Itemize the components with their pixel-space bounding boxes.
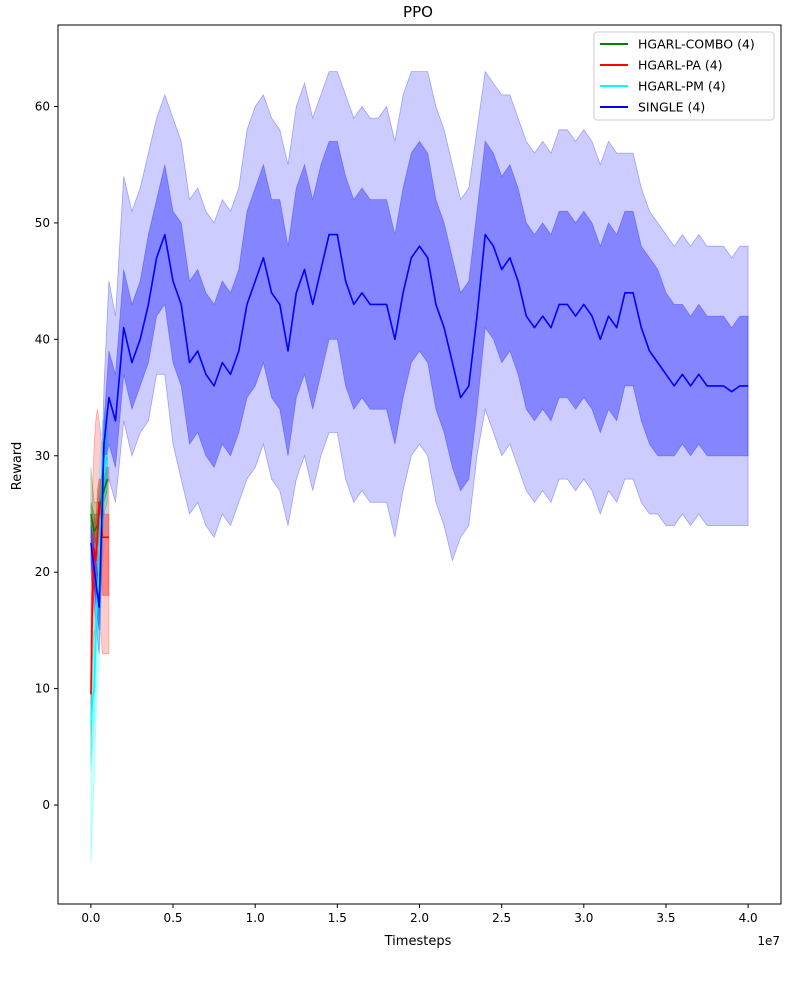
plot-area-frame	[57, 24, 782, 905]
y-tick-label: 30	[35, 449, 50, 463]
band-outer-single-4	[90, 70, 749, 654]
series-line-single-4	[90, 233, 749, 608]
x-tick-label: 0.0	[81, 911, 100, 925]
x-tick-label: 3.0	[574, 911, 593, 925]
y-tick-label: 60	[35, 99, 50, 113]
y-tick-label: 50	[35, 216, 50, 230]
x-tick-label: 2.5	[492, 911, 511, 925]
y-tick-label: 0	[42, 798, 50, 812]
x-offset-label: 1e7	[757, 934, 780, 948]
legend-label: HGARL-COMBO (4)	[638, 37, 755, 52]
legend-label: HGARL-PM (4)	[638, 79, 726, 94]
x-tick-label: 1.0	[246, 911, 265, 925]
mean-lines	[90, 233, 749, 724]
legend-label: HGARL-PA (4)	[638, 58, 723, 73]
y-axis-label: Reward	[10, 442, 25, 490]
y-tick-label: 40	[35, 332, 50, 346]
y-tick-label: 20	[35, 565, 50, 579]
x-tick-label: 2.0	[410, 911, 429, 925]
x-tick-label: 1.5	[328, 911, 347, 925]
legend-label: SINGLE (4)	[638, 100, 705, 115]
band-inner-single-4	[90, 140, 749, 631]
axis-ticks: 0.0 0.5 1.0 1.5 2.0 2.5 3.0 3.5 4.0 0 10 20 30 40 50 60	[35, 99, 758, 925]
x-tick-label: 4.0	[739, 911, 758, 925]
chart-title: PPO	[403, 3, 433, 21]
series-line-hgarl-pm-4	[90, 454, 108, 724]
band-inner-hgarl-pa-4	[90, 478, 110, 736]
x-tick-label: 3.5	[656, 911, 675, 925]
legend-box	[593, 31, 775, 121]
x-tick-label: 0.5	[163, 911, 182, 925]
series-line-hgarl-pa-4	[90, 501, 109, 695]
x-axis-label: Timesteps	[384, 934, 452, 949]
y-tick-label: 10	[35, 682, 50, 696]
legend: HGARL-COMBO (4) HGARL-PA (4) HGARL-PM (4) S…	[593, 31, 775, 121]
